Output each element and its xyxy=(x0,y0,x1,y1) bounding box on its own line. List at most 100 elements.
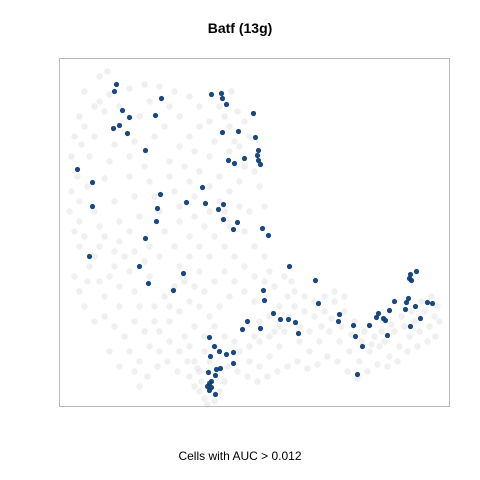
cell-point xyxy=(171,88,178,95)
cell-point xyxy=(431,313,438,320)
cell-point xyxy=(321,293,328,300)
highlighted-cell-point xyxy=(234,219,241,226)
cell-point xyxy=(324,353,331,360)
highlighted-cell-point xyxy=(261,297,268,304)
cell-point xyxy=(266,268,273,275)
highlighted-cell-point xyxy=(352,333,359,340)
cell-point xyxy=(251,298,258,305)
cell-point xyxy=(306,348,313,355)
cell-point xyxy=(206,208,213,215)
highlighted-cell-point xyxy=(111,88,118,95)
cell-point xyxy=(74,173,81,180)
cell-point xyxy=(91,103,98,110)
cell-point xyxy=(146,243,153,250)
cell-point xyxy=(186,178,193,185)
cell-point xyxy=(221,333,228,340)
cell-point xyxy=(294,358,301,365)
cell-point xyxy=(81,123,88,130)
cell-point xyxy=(211,323,218,330)
highlighted-cell-point xyxy=(292,319,299,326)
highlighted-cell-point xyxy=(254,152,261,159)
cell-point xyxy=(96,223,103,230)
cell-point xyxy=(291,303,298,310)
cell-point xyxy=(356,358,363,365)
cell-point xyxy=(216,103,223,110)
highlighted-cell-point xyxy=(124,130,131,137)
cell-point xyxy=(236,203,243,210)
cell-point xyxy=(246,208,253,215)
highlighted-cell-point xyxy=(230,226,237,233)
cell-point xyxy=(191,283,198,290)
highlighted-cell-point xyxy=(315,300,322,307)
cell-point xyxy=(136,383,143,390)
cell-point xyxy=(198,378,205,385)
cell-point xyxy=(326,328,333,335)
cell-point xyxy=(121,333,128,340)
cell-point xyxy=(71,228,78,235)
cell-point xyxy=(91,253,98,260)
highlighted-cell-point xyxy=(206,380,213,387)
cell-point xyxy=(164,358,171,365)
cell-point xyxy=(161,123,168,130)
cell-point xyxy=(226,293,233,300)
highlighted-cell-point xyxy=(257,325,264,332)
plot-frame xyxy=(59,58,450,407)
cell-point xyxy=(96,243,103,250)
cell-point xyxy=(231,138,238,145)
highlighted-cell-point xyxy=(235,128,242,135)
cell-point xyxy=(284,363,291,370)
cell-point xyxy=(194,365,201,372)
cell-point xyxy=(136,113,143,120)
highlighted-cell-point xyxy=(402,306,409,313)
cell-point xyxy=(101,108,108,115)
cell-point xyxy=(394,358,401,365)
highlighted-cell-point xyxy=(157,191,164,198)
cell-point xyxy=(111,141,118,148)
highlighted-cell-point xyxy=(212,391,219,398)
cell-point xyxy=(76,198,83,205)
cell-point xyxy=(78,141,85,148)
cell-point xyxy=(116,363,123,370)
cell-point xyxy=(234,108,241,115)
cell-point xyxy=(288,278,295,285)
cell-point xyxy=(378,328,385,335)
cell-point xyxy=(116,103,123,110)
cell-point xyxy=(211,278,218,285)
cell-point xyxy=(166,318,173,325)
cell-point xyxy=(221,208,228,215)
cell-point xyxy=(68,188,75,195)
highlighted-cell-point xyxy=(270,310,277,317)
cell-point xyxy=(216,198,223,205)
cell-point xyxy=(126,153,133,160)
highlighted-cell-point xyxy=(259,225,266,232)
highlighted-cell-point xyxy=(354,371,361,378)
cell-point xyxy=(341,293,348,300)
cell-point xyxy=(261,253,268,260)
highlighted-cell-point xyxy=(335,318,342,325)
highlighted-cell-point xyxy=(220,216,227,223)
highlighted-cell-point xyxy=(429,300,436,307)
cell-point xyxy=(166,103,173,110)
highlighted-cell-point xyxy=(89,179,96,186)
highlighted-cell-point xyxy=(265,232,272,239)
highlight-points-layer xyxy=(74,81,436,398)
cell-point xyxy=(171,243,178,250)
cell-point xyxy=(81,88,88,95)
highlighted-cell-point xyxy=(205,369,212,376)
cell-point xyxy=(301,308,308,315)
cell-point xyxy=(106,348,113,355)
cell-point xyxy=(136,358,143,365)
cell-point xyxy=(84,183,91,190)
cell-point xyxy=(251,243,258,250)
cell-point xyxy=(186,373,193,380)
cell-point xyxy=(404,348,411,355)
cell-point xyxy=(176,218,183,225)
cell-point xyxy=(251,273,258,280)
cell-point xyxy=(281,273,288,280)
cell-point xyxy=(276,303,283,310)
cell-point xyxy=(266,313,273,320)
highlighted-cell-point xyxy=(255,147,262,154)
highlighted-cell-point xyxy=(225,157,232,164)
cell-point xyxy=(304,365,311,372)
